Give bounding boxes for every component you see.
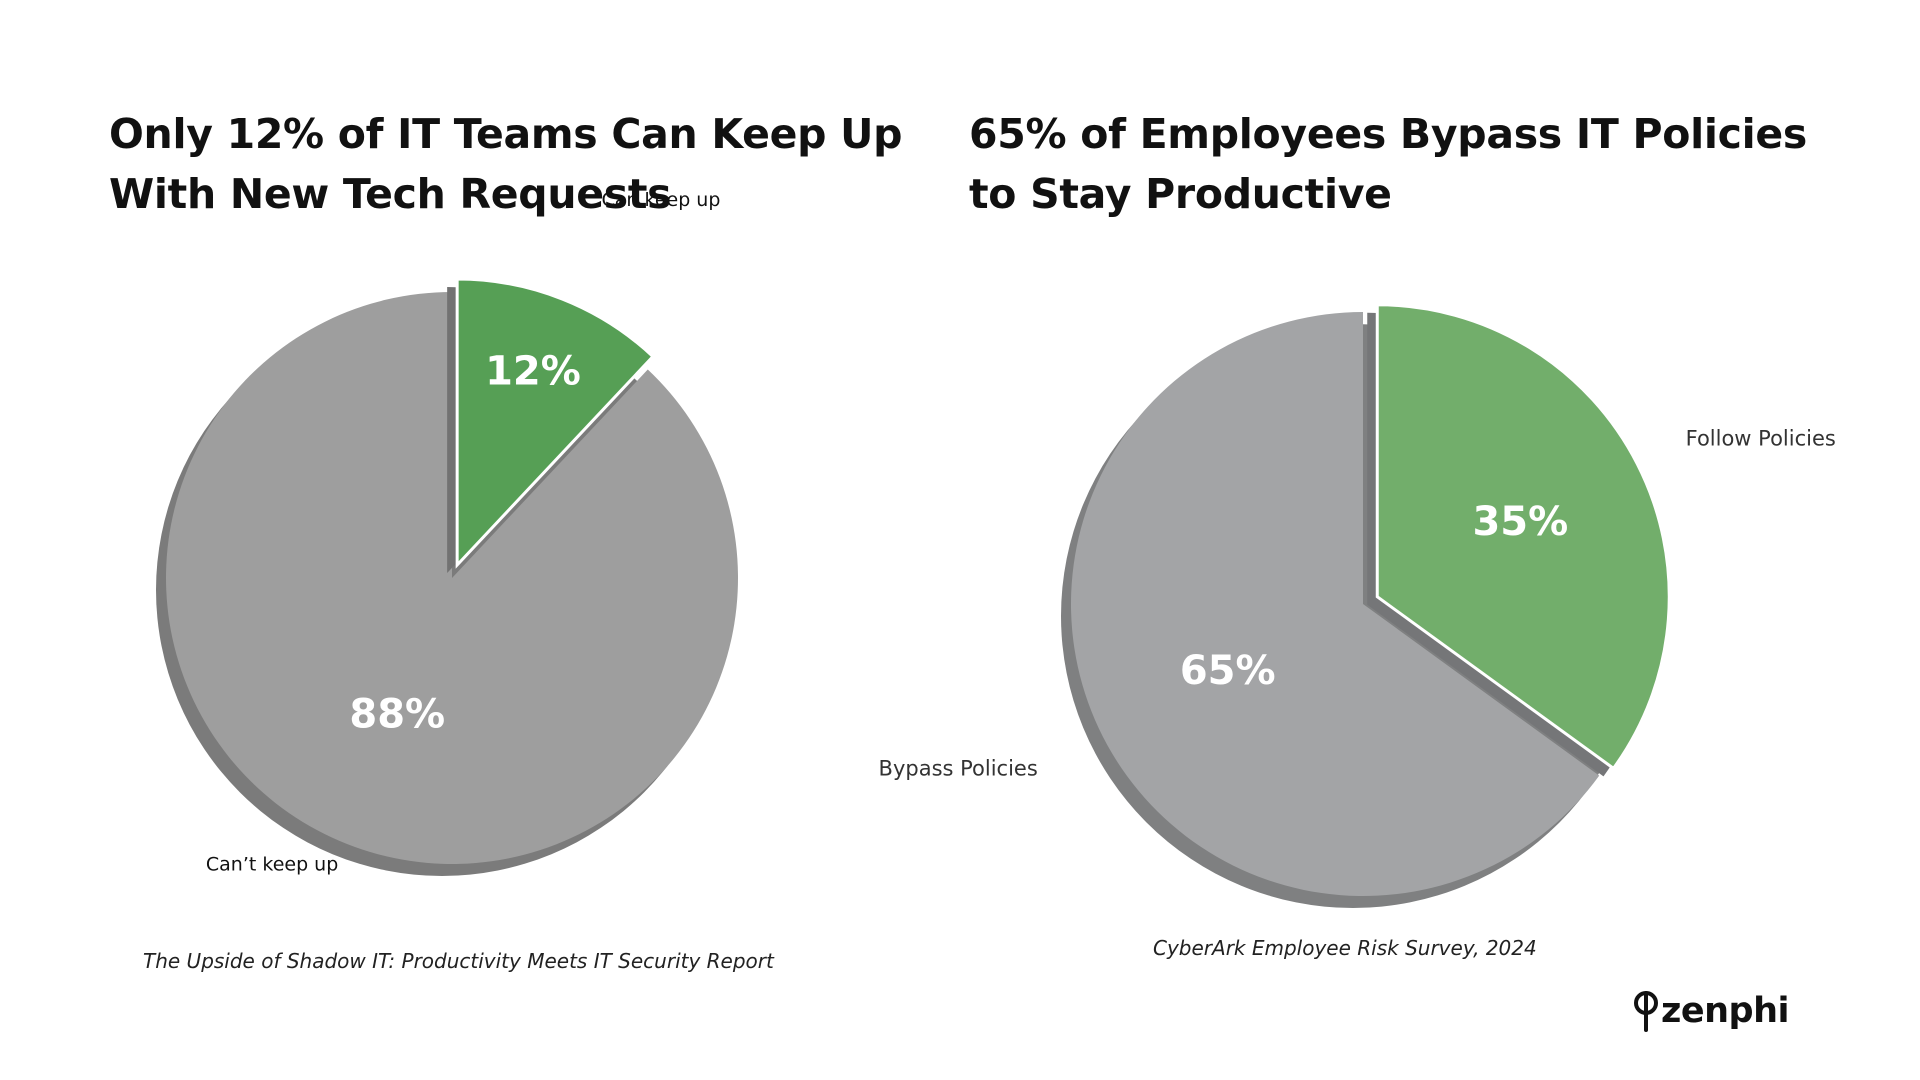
right-pie-chart: 35% Follow Policies 65% Bypass Policies [879,303,1836,908]
right-chart-source: CyberArk Employee Risk Survey, 2024 [1153,936,1537,960]
right-category-label-follow-policies: Follow Policies [1686,427,1836,451]
left-chart-title-line-1: Only 12% of IT Teams Can Keep Up [109,110,903,158]
left-pie-slice-can-keep-up [455,277,656,569]
left-value-label-can-keep-up: 12% [485,349,581,395]
right-value-label-follow-policies: 35% [1472,499,1568,545]
right-chart-title-line-1: 65% of Employees Bypass IT Policies [969,110,1807,158]
right-chart-title: 65% of Employees Bypass IT Policies to S… [969,104,1849,224]
right-chart-title-line-2: to Stay Productive [969,170,1392,218]
left-category-label-can-t-keep-up: Can’t keep up [206,854,338,876]
left-chart-title: Only 12% of IT Teams Can Keep Up With Ne… [109,104,909,224]
left-chart-title-line-2: With New Tech Requests [109,170,672,218]
right-value-label-bypass-policies: 65% [1180,648,1276,694]
left-pie-slice-can-t-keep-up [165,292,738,864]
right-pie-slice-follow-policies [1375,303,1671,771]
left-chart-source: The Upside of Shadow IT: Productivity Me… [143,949,774,973]
zenphi-logo-icon [1634,991,1658,1032]
left-value-label-can-t-keep-up: 88% [349,691,445,737]
left-category-label-can-keep-up: Can keep up [602,189,721,211]
zenphi-logo: zenphi [1633,990,1790,1032]
right-pie-slice-bypass-policies [1071,312,1600,897]
right-category-label-bypass-policies: Bypass Policies [879,757,1038,781]
left-pie-chart: 12% Can keep up 88% Can’t keep up [156,189,738,876]
zenphi-wordmark: zenphi [1661,991,1790,1031]
